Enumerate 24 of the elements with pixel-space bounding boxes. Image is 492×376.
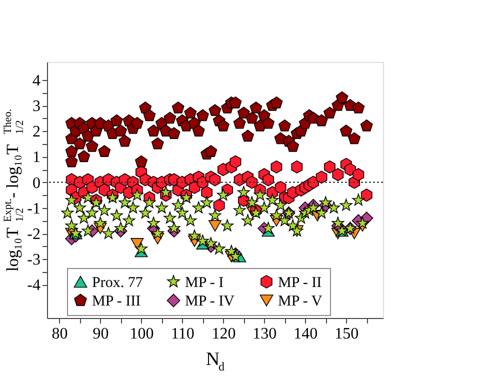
legend-label: Prox. 77	[92, 274, 144, 291]
x-tick-label: 100	[130, 326, 154, 342]
y-tick-label: 4	[32, 72, 40, 90]
legend-label: MP - III	[92, 294, 141, 310]
x-tick-label: 110	[171, 326, 194, 342]
y-tick-label: 2	[32, 124, 40, 141]
legend-label: MP - IV	[185, 294, 235, 310]
x-tick-label: 120	[212, 326, 236, 342]
y-axis-title: log₁₀TExpt.1/2 - log₁₀TTheo.1/2	[2, 108, 26, 272]
x-tick-label: 140	[294, 326, 318, 342]
x-tick-label: 90	[92, 326, 109, 342]
legend-label: MP - I	[185, 274, 224, 291]
y-tick-label: -4	[27, 277, 40, 294]
x-tick-label: 150	[334, 326, 359, 342]
legend-label: MP - II	[278, 274, 322, 291]
y-tick-label: 3	[32, 98, 40, 116]
y-tick-label: -1	[27, 200, 40, 218]
y-tick-label: -2	[27, 226, 40, 244]
y-tick-label: 1	[32, 149, 40, 166]
x-tick-label: 130	[252, 326, 277, 342]
legend-label: MP - V	[278, 294, 322, 310]
y-tick-label: -3	[27, 252, 40, 269]
x-tick-label: 80	[52, 326, 68, 342]
y-tick-label: 0	[32, 174, 40, 192]
